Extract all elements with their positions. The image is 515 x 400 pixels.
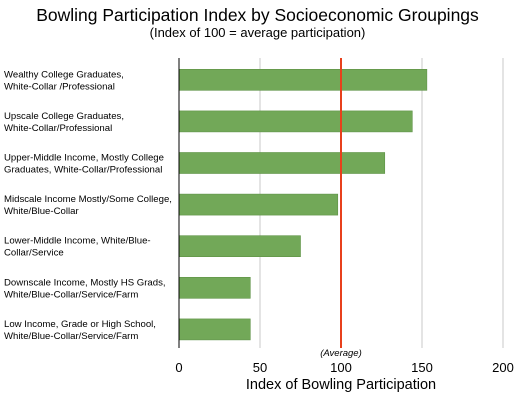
category-label-5-line-2: Collar/Service — [4, 248, 64, 259]
x-axis-title: Index of Bowling Participation — [246, 377, 436, 393]
chart-title: Bowling Participation Index by Socioecon… — [36, 5, 479, 25]
category-label-6-line-2: White/Blue-Collar/Service/Farm — [4, 289, 138, 300]
average-reference-label: (Average) — [320, 348, 362, 359]
category-label-6-line-1: Downscale Income, Mostly HS Grads, — [4, 277, 166, 288]
category-label-3-line-2: Graduates, White-Collar/Professional — [4, 165, 162, 176]
x-tick-label-100: 100 — [330, 360, 352, 375]
category-label-7-line-2: White/Blue-Collar/Service/Farm — [4, 331, 138, 342]
x-tick-label-0: 0 — [175, 360, 182, 375]
bar-7 — [178, 318, 251, 341]
category-label-2-line-2: White-Collar/Professional — [4, 123, 112, 134]
bar-6 — [178, 276, 251, 299]
bar-5 — [178, 235, 301, 257]
category-label-1-line-2: White-Collar /Professional — [4, 81, 115, 92]
category-label-7-line-1: Low Income, Grade or High School, — [4, 319, 156, 330]
category-label-3-line-1: Upper-Middle Income, Mostly College — [4, 153, 164, 164]
bar-3 — [178, 152, 386, 174]
bar-1 — [178, 69, 428, 91]
category-label-5-line-1: Lower-Middle Income, White/Blue- — [4, 236, 151, 247]
category-label-2-line-1: Upscale College Graduates, — [4, 111, 124, 122]
category-label-4-line-1: Midscale Income Mostly/Some College, — [4, 194, 172, 205]
x-tick-label-150: 150 — [411, 360, 433, 375]
bar-2 — [178, 110, 413, 133]
bar-4 — [178, 193, 339, 216]
chart-subtitle: (Index of 100 = average participation) — [149, 25, 366, 40]
x-tick-label-50: 50 — [253, 360, 267, 375]
x-tick-label-200: 200 — [492, 360, 514, 375]
category-label-1-line-1: Wealthy College Graduates, — [4, 69, 124, 80]
category-label-4-line-2: White/Blue-Collar — [4, 206, 79, 217]
